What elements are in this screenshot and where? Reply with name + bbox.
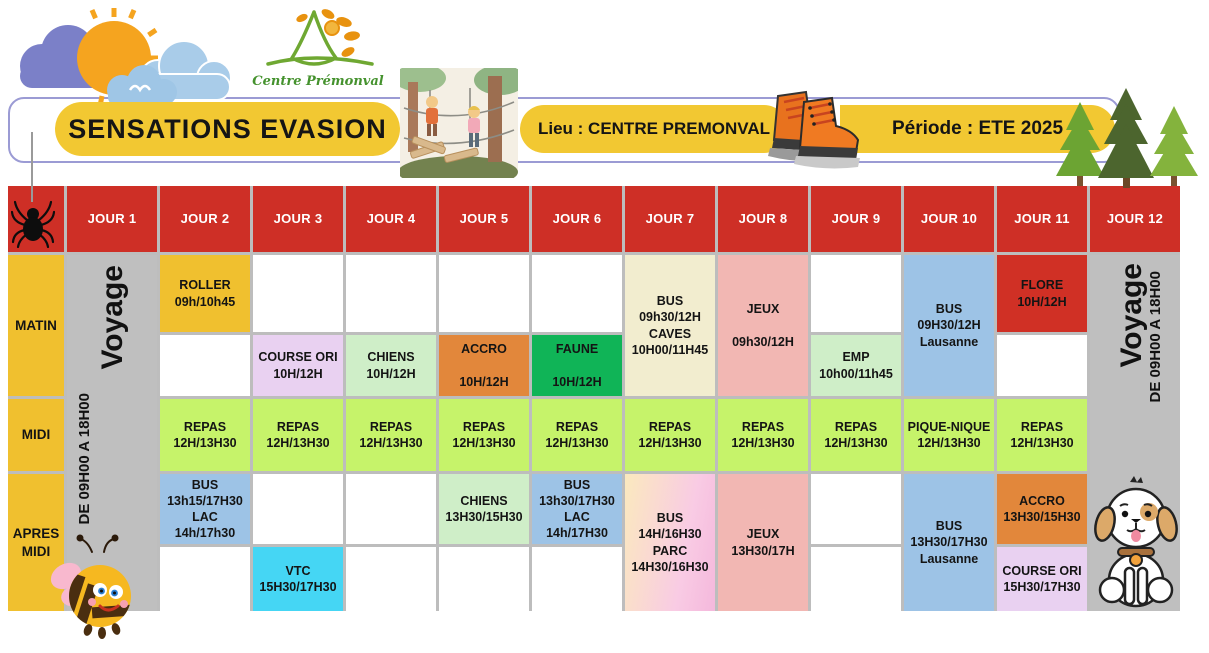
activity-cell-matin-j10-bus-lausanne: BUS 09H30/12H Lausanne	[904, 255, 994, 396]
day-header-11: JOUR 11	[997, 186, 1087, 252]
activity-cell-apres-j3-vtc: VTC 15H30/17H30	[253, 547, 343, 611]
activity-cell-apres-j10-bus-lausanne: BUS 13H30/17H30 Lausanne	[904, 474, 994, 611]
day-header-4: JOUR 4	[346, 186, 436, 252]
spider-thread	[31, 132, 33, 202]
activity-cell-apres-j7-bus-parc: BUS 14H/16H30 PARC 14H30/16H30	[625, 474, 715, 611]
activity-cell-apres-j6-bus-lac: BUS 13h30/17H30 LAC 14h/17H30	[532, 474, 622, 544]
activity-cell-matin-j8-jeux: JEUX 09h30/12H	[718, 255, 808, 396]
day-header-6: JOUR 6	[532, 186, 622, 252]
meal-cell-midi-j10-pique-nique: PIQUE-NIQUE 12H/13H30	[904, 399, 994, 471]
voyage-cell-day1: Voyage DE 09H00 A 18H00	[67, 255, 157, 611]
meal-cell-midi-j4: REPAS 12H/13H30	[346, 399, 436, 471]
activity-cell-apres-j11-accro: ACCRO 13H30/15H30	[997, 474, 1087, 544]
day-header-2: JOUR 2	[160, 186, 250, 252]
empty-cell	[997, 335, 1087, 396]
activity-cell-matin-j4-chiens: CHIENS 10H/12H	[346, 335, 436, 396]
row-label-midi: MIDI	[8, 399, 64, 471]
empty-cell	[346, 547, 436, 611]
day-header-9: JOUR 9	[811, 186, 901, 252]
meal-cell-midi-j7: REPAS 12H/13H30	[625, 399, 715, 471]
meal-cell-midi-j5: REPAS 12H/13H30	[439, 399, 529, 471]
empty-cell	[346, 255, 436, 332]
location-label: Lieu : CENTRE PREMONVAL	[537, 119, 771, 138]
empty-cell	[160, 547, 250, 611]
activity-cell-matin-j6-faune: FAUNE 10H/12H	[532, 335, 622, 396]
activity-cell-matin-j2-roller: ROLLER 09h/10h45	[160, 255, 250, 332]
logo-tree-icon	[266, 9, 374, 66]
activity-cell-matin-j11-flore: FLORE 10H/12H	[997, 255, 1087, 332]
location-pill: Lieu : CENTRE PREMONVAL	[520, 105, 788, 153]
meal-cell-midi-j2: REPAS 12H/13H30	[160, 399, 250, 471]
activity-cell-matin-j7-bus-caves: BUS 09h30/12H CAVES 10H00/11H45	[625, 255, 715, 396]
row-label-matin: MATIN	[8, 255, 64, 396]
pine-trees-icon	[1056, 88, 1198, 188]
day-header-8: JOUR 8	[718, 186, 808, 252]
empty-cell	[811, 474, 901, 544]
ropes-course-icon	[400, 68, 518, 178]
meal-cell-midi-j9: REPAS 12H/13H30	[811, 399, 901, 471]
activity-cell-apres-j5-chiens: CHIENS 13H30/15H30	[439, 474, 529, 544]
voyage-hours: DE 09H00 A 18H00	[1147, 271, 1164, 403]
activity-cell-apres-j11-course-ori: COURSE ORI 15H30/17H30	[997, 547, 1087, 611]
activity-cell-matin-j9-emp: EMP 10h00/11h45	[811, 335, 901, 396]
row-label-apres-midi: APRES MIDI	[8, 474, 64, 611]
empty-cell	[160, 335, 250, 396]
hiking-boots-icon	[768, 90, 860, 169]
period-label: Période : ETE 2025	[891, 118, 1064, 139]
day-header-12: JOUR 12	[1090, 186, 1180, 252]
page-title: SENSATIONS EVASION	[68, 113, 387, 144]
voyage-hours: DE 09H00 A 18H00	[76, 393, 93, 525]
empty-cell	[811, 255, 901, 332]
day-header-10: JOUR 10	[904, 186, 994, 252]
meal-cell-midi-j8: REPAS 12H/13H30	[718, 399, 808, 471]
dog-icon	[1094, 476, 1178, 608]
activity-cell-apres-j2-bus-lac: BUS 13h15/17H30 LAC 14h/17h30	[160, 474, 250, 544]
empty-cell	[253, 255, 343, 332]
bee-icon	[50, 534, 131, 639]
spider-icon	[11, 200, 55, 248]
schedule-table: JOUR 1 JOUR 2 JOUR 3 JOUR 4 JOUR 5 JOUR …	[8, 186, 1180, 611]
empty-cell	[532, 255, 622, 332]
day-header-3: JOUR 3	[253, 186, 343, 252]
meal-cell-midi-j6: REPAS 12H/13H30	[532, 399, 622, 471]
activity-cell-matin-j3-course-ori: COURSE ORI 10H/12H	[253, 335, 343, 396]
day-header-1: JOUR 1	[67, 186, 157, 252]
meal-cell-midi-j3: REPAS 12H/13H30	[253, 399, 343, 471]
meal-cell-midi-j11: REPAS 12H/13H30	[997, 399, 1087, 471]
empty-cell	[253, 474, 343, 544]
empty-cell	[439, 547, 529, 611]
voyage-title: Voyage	[96, 265, 129, 370]
sun-clouds-icon	[20, 8, 232, 107]
empty-cell	[532, 547, 622, 611]
title-pill: SENSATIONS EVASION	[55, 102, 400, 156]
empty-cell	[346, 474, 436, 544]
empty-cell	[811, 547, 901, 611]
empty-cell	[439, 255, 529, 332]
logo-label: Centre Prémonval	[252, 74, 384, 89]
activity-cell-apres-j8-jeux: JEUX 13H30/17H	[718, 474, 808, 611]
activity-cell-matin-j5-accro: ACCRO 10H/12H	[439, 335, 529, 396]
day-header-5: JOUR 5	[439, 186, 529, 252]
day-header-7: JOUR 7	[625, 186, 715, 252]
